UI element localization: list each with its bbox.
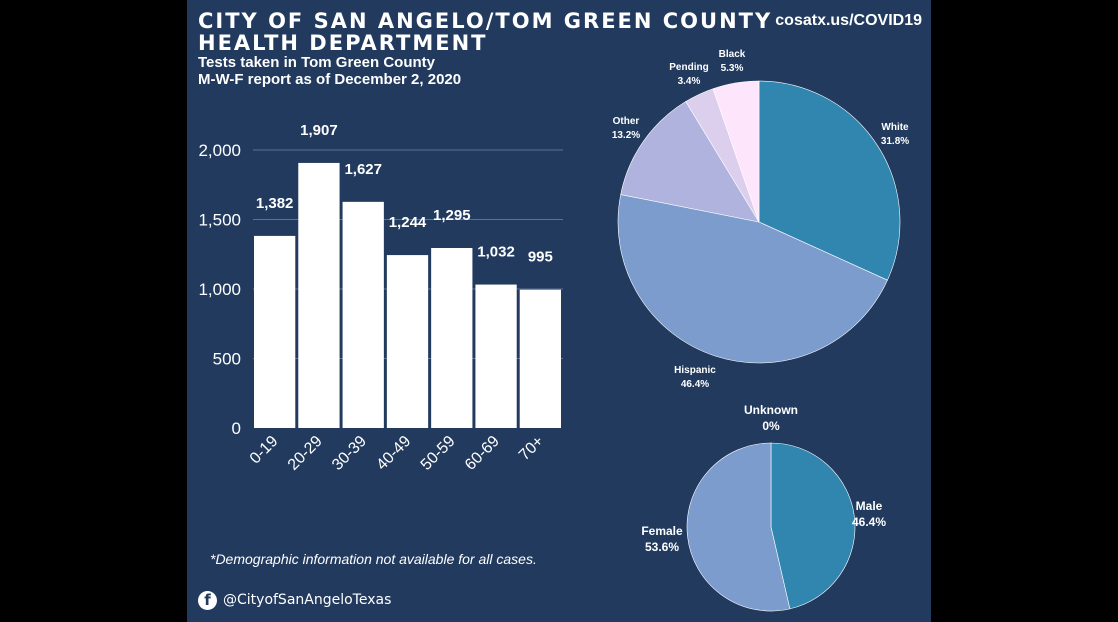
social-link[interactable]: f @CityofSanAngeloTexas — [198, 589, 391, 611]
pie-label-value: 5.3% — [721, 63, 744, 74]
y-tick-label: 1,000 — [198, 280, 241, 299]
pie-slice-other — [620, 101, 760, 223]
pie-label-name: White — [881, 122, 909, 133]
bar — [386, 255, 429, 428]
social-handle[interactable]: @CityofSanAngeloTexas — [223, 592, 392, 608]
pie-label-name: Unknown — [744, 403, 798, 417]
pie-label-name: Black — [719, 49, 746, 60]
bar — [254, 235, 296, 428]
bar — [342, 201, 384, 428]
y-tick-label: 2,000 — [198, 141, 241, 160]
x-tick-label: 60-69 — [462, 433, 503, 474]
x-tick-label: 40-49 — [373, 433, 414, 474]
sex-pie-chart: Male 46.4% Female 53.6% Unknown 0% — [641, 403, 886, 612]
pie-label-value: 53.6% — [645, 540, 679, 554]
bar-value-label: 1,627 — [344, 161, 382, 178]
title-line-1: CITY OF SAN ANGELO/TOM GREEN COUNTY — [198, 9, 773, 33]
bar — [298, 162, 340, 428]
pie-slice-black — [712, 80, 760, 223]
pie-slice-male — [770, 442, 856, 610]
title-line-2: HEALTH DEPARTMENT — [198, 31, 488, 55]
pie-slice-female — [686, 442, 791, 612]
pie-label-value: 3.4% — [678, 76, 701, 87]
website-link[interactable]: cosatx.us/COVID19 — [775, 12, 922, 29]
bar — [475, 284, 517, 428]
facebook-icon: f — [198, 590, 217, 610]
pie-label-name: Male — [856, 499, 883, 513]
pie-label-value: 46.4% — [681, 379, 709, 390]
x-tick-label: 20-29 — [285, 433, 326, 474]
pie-label-name: Hispanic — [674, 365, 716, 376]
pie-label-value: 13.2% — [612, 130, 640, 141]
bar-value-label: 995 — [528, 249, 553, 266]
footnote: *Demographic information not available f… — [210, 551, 537, 567]
pie-label-value: 0% — [762, 419, 780, 433]
y-tick-label: 0 — [232, 419, 241, 438]
bar-value-label: 1,244 — [389, 214, 427, 231]
subtitle-line-1: Tests taken in Tom Green County — [198, 54, 435, 71]
bar-value-label: 1,032 — [477, 244, 515, 261]
infographic-panel: CITY OF SAN ANGELO/TOM GREEN COUNTY HEAL… — [187, 0, 931, 622]
pie-label-name: Other — [613, 116, 640, 127]
subtitle-line-2: M-W-F report as of December 2, 2020 — [198, 71, 462, 88]
race-pie-chart: White 31.8% Hispanic 46.4% Other 13.2% Pending… — [612, 49, 909, 390]
pie-slice-hispanic — [617, 194, 888, 364]
y-tick-label: 500 — [213, 350, 241, 369]
pie-label-value: 31.8% — [881, 136, 909, 147]
x-tick-label: 50-59 — [418, 433, 459, 474]
x-tick-label: 70+ — [516, 433, 547, 464]
pie-slice-white — [758, 80, 901, 281]
age-bar-chart: 0 500 1,000 1,500 2,000 1,382 0-19 1,907 20-29 1,… — [198, 122, 563, 474]
bar-value-label: 1,907 — [300, 122, 338, 139]
pie-label-name: Female — [641, 524, 683, 538]
bar-value-label: 1,295 — [433, 207, 471, 224]
pie-label-name: Pending — [669, 62, 708, 73]
bar — [519, 289, 561, 428]
pie-label-value: 46.4% — [852, 515, 886, 529]
x-tick-label: 30-39 — [329, 433, 370, 474]
bar — [431, 247, 473, 428]
y-tick-label: 1,500 — [198, 211, 241, 230]
x-tick-label: 0-19 — [247, 433, 282, 468]
bar-value-label: 1,382 — [256, 195, 294, 212]
